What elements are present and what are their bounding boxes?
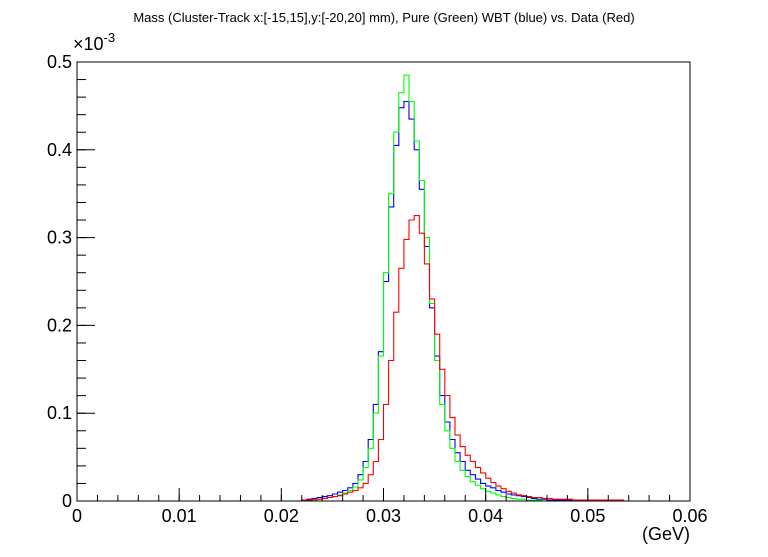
series-layer <box>301 74 629 502</box>
y-axis-exponent-base: ×10 <box>73 34 104 54</box>
y-axis-exponent-label: ×10-3 <box>73 30 115 54</box>
series-line-1 <box>301 100 583 502</box>
x-tick-label: 0.04 <box>468 506 503 526</box>
y-tick-label: 0 <box>62 491 72 511</box>
y-tick-label: 0.4 <box>47 140 72 160</box>
y-tick-label: 0.1 <box>47 403 72 423</box>
x-tick-label: 0.06 <box>672 506 707 526</box>
x-tick-label: 0.05 <box>570 506 605 526</box>
axes-layer: 0 0.01 0.02 0.03 0.04 0.05 0.06 0 0.1 0.2 0.3 0.4 0.… <box>47 52 708 526</box>
y-tick-label: 0.5 <box>47 52 72 72</box>
series-line-3 <box>301 215 629 502</box>
series-line-2 <box>301 74 583 502</box>
y-tick-label: 0.3 <box>47 228 72 248</box>
x-axis-label: (GeV) <box>642 524 690 544</box>
chart-title: Mass (Cluster-Track x:[-15,15],y:[-20,20… <box>133 10 634 25</box>
svg-text:×10-3: ×10-3 <box>73 30 115 54</box>
y-axis-exponent-power: -3 <box>104 30 116 45</box>
y-tick-label: 0.2 <box>47 315 72 335</box>
x-tick-label: 0.03 <box>366 506 401 526</box>
x-tick-label: 0.01 <box>162 506 197 526</box>
x-tick-label: 0 <box>72 506 82 526</box>
x-tick-label: 0.02 <box>264 506 299 526</box>
